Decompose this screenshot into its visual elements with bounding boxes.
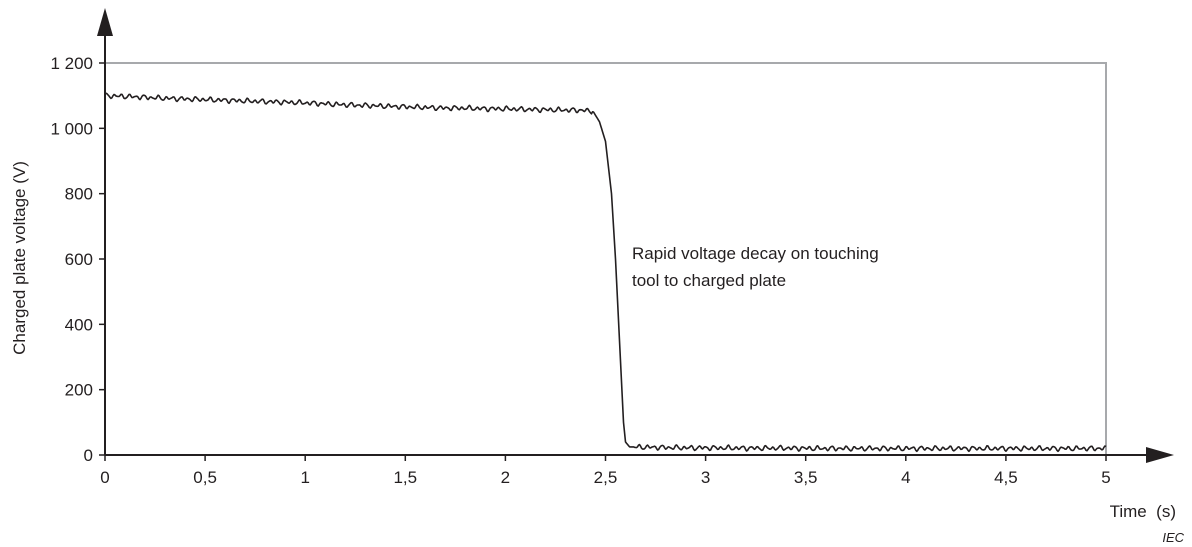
x-tick-label: 2,5 xyxy=(594,468,618,487)
y-tick-label: 0 xyxy=(84,446,93,465)
y-tick-label: 800 xyxy=(65,185,93,204)
y-tick-label: 1 000 xyxy=(50,119,93,138)
x-tick-label: 5 xyxy=(1101,468,1110,487)
y-axis-arrow xyxy=(97,8,113,36)
y-tick-label: 1 200 xyxy=(50,54,93,73)
plot-frame xyxy=(105,62,1107,455)
x-tick-label: 1 xyxy=(300,468,309,487)
y-tick-label: 600 xyxy=(65,250,93,269)
x-tick-label: 4,5 xyxy=(994,468,1018,487)
annotation-line-1: Rapid voltage decay on touching xyxy=(632,244,879,263)
x-tick-label: 0,5 xyxy=(193,468,217,487)
x-tick-label: 4 xyxy=(901,468,910,487)
x-axis-arrow xyxy=(1146,447,1174,463)
iec-credit: IEC xyxy=(1162,530,1184,545)
x-tick-label: 0 xyxy=(100,468,109,487)
x-tick-label: 3 xyxy=(701,468,710,487)
annotation-line-2: tool to charged plate xyxy=(632,271,786,290)
y-tick-label: 200 xyxy=(65,381,93,400)
x-tick-label: 1,5 xyxy=(393,468,417,487)
x-tick-label: 3,5 xyxy=(794,468,818,487)
x-axis-label: Time (s) xyxy=(1110,502,1176,521)
y-tick-label: 400 xyxy=(65,315,93,334)
x-tick-label: 2 xyxy=(501,468,510,487)
y-axis-label: Charged plate voltage (V) xyxy=(10,161,29,355)
voltage-series-line xyxy=(104,92,1107,453)
